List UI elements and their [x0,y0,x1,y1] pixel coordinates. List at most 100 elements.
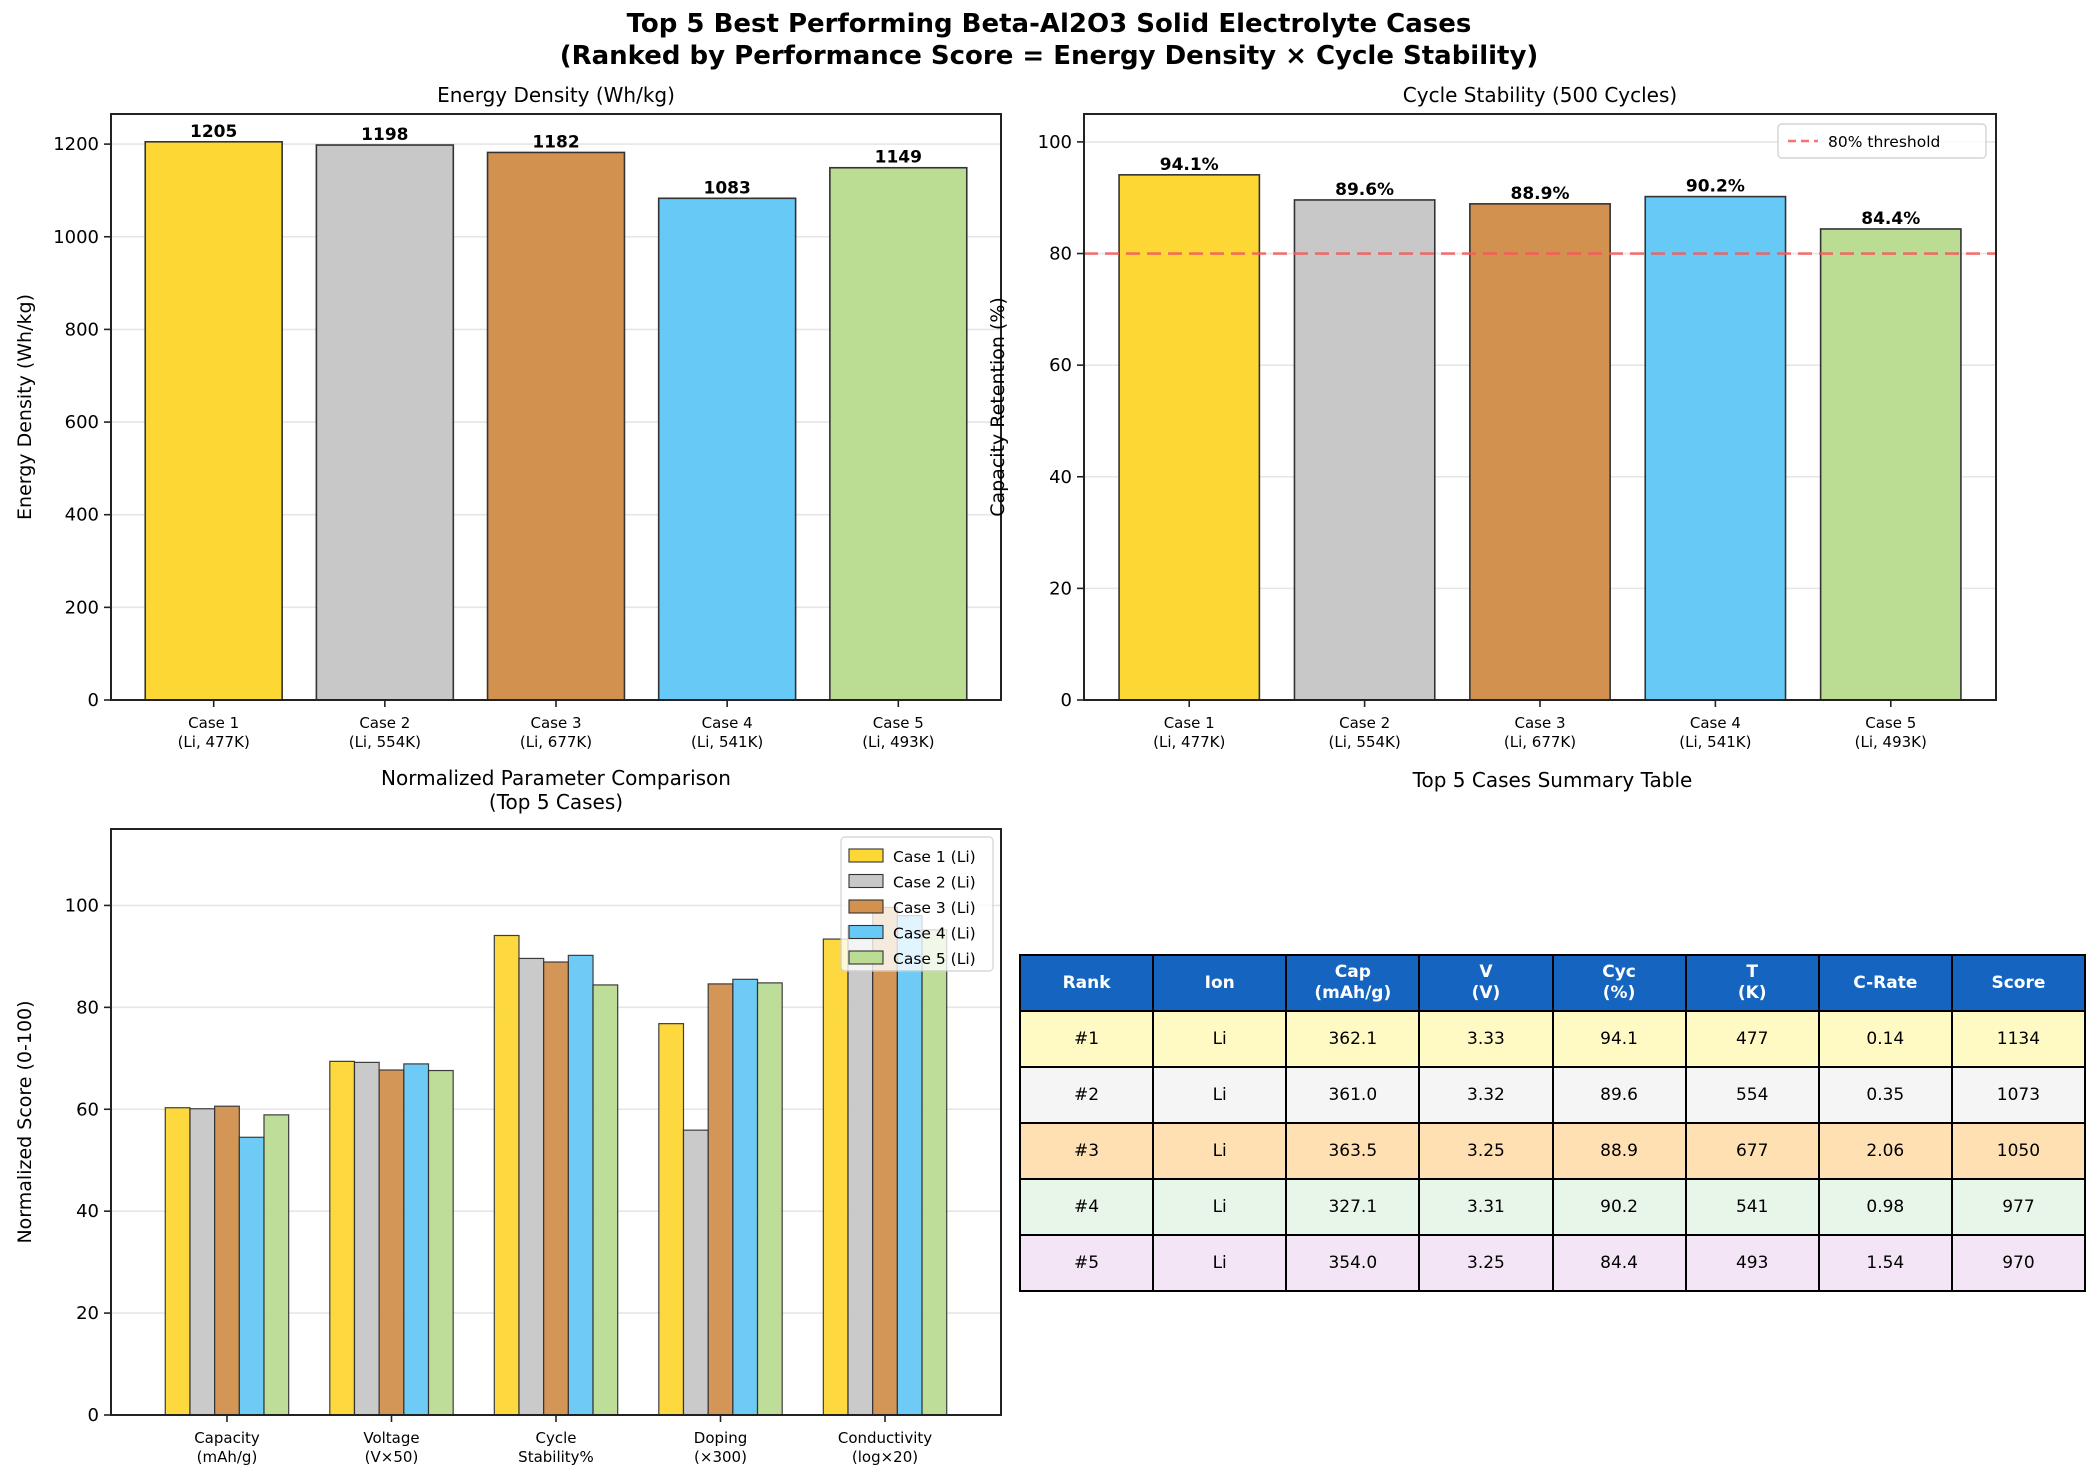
table-header-cell: Cap (mAh/g) [1285,954,1421,1012]
table-cell: 0.35 [1817,1066,1953,1124]
table-row: #3 Li 363.5 3.25 88.9 677 2.06 1050 [1018,1122,2087,1180]
y-tick-label: 600 [65,412,99,433]
x-tick-label: Case 1 (Li, 477K) [178,714,250,751]
y-tick-label: 1200 [53,134,99,155]
axes-frame [110,113,1002,701]
table-cell: 0.98 [1817,1178,1953,1236]
chart-title: Energy Density (Wh/kg) [437,83,675,107]
y-tick-label: 80 [76,997,99,1018]
bar [829,166,968,701]
table-header-row: Rank Ion Cap (mAh/g) V (V) Cyc (%) T (K) C-Rate Sco… [1018,954,2087,1012]
y-tick-label: 80 [1049,244,1072,265]
x-tick-label: Doping (×300) [694,1429,747,1466]
table-cell: 677 [1684,1122,1820,1180]
bar [732,978,759,1416]
y-tick-label: 0 [88,1405,99,1426]
y-axis-label: Energy Density (Wh/kg) [14,294,36,520]
legend-label: Case 4 (Li) [893,925,976,943]
table-cell: #3 [1018,1122,1155,1180]
bar [1118,174,1261,701]
table-cell: Li [1152,1010,1288,1068]
figure-title-line1: Top 5 Best Performing Beta-Al2O3 Solid E… [626,9,1472,39]
summary-table: Rank Ion Cap (mAh/g) V (V) Cyc (%) T (K) C-Rate Sco… [1018,954,2087,1292]
table-cell: 2.06 [1817,1122,1953,1180]
bar [567,954,594,1416]
table-cell: Li [1152,1066,1288,1124]
legend-label: 80% threshold [1828,133,1940,151]
figure-title-line2: (Ranked by Performance Score = Energy De… [559,41,1539,71]
y-tick-label: 1000 [53,227,99,248]
bar [658,1023,685,1416]
table-header-cell: Cyc (%) [1551,954,1687,1012]
x-tick-label: Case 1 (Li, 477K) [1153,714,1225,751]
x-tick-label: Case 4 (Li, 541K) [691,714,763,751]
cycle-stability-chart: 0 20 40 60 80 100 Cycle Stability (500 Cycles)… [987,83,1997,751]
x-tick-label: Case 4 (Li, 541K) [1679,714,1751,751]
table-title: Top 5 Cases Summary Table [1412,768,1693,792]
table-cell: 84.4 [1551,1234,1687,1292]
bar [378,1069,405,1416]
bar [315,144,455,701]
bar [921,929,948,1416]
table-cell: 94.1 [1551,1010,1687,1068]
table-cell: 1.54 [1817,1234,1953,1292]
data-label: 1083 [703,178,750,198]
bar [144,140,283,701]
chart-title: Cycle Stability (500 Cycles) [1403,83,1677,107]
table-cell: 1073 [1950,1066,2087,1124]
data-label: 90.2% [1686,177,1745,197]
legend-swatch [848,848,884,863]
x-tick-label: Cycle Stability% [518,1429,594,1466]
data-label: 89.6% [1335,180,1394,200]
legend-swatch [848,950,884,965]
legend-label: Case 2 (Li) [893,874,976,892]
energy-density-chart: 0 200 400 600 800 1000 1200 Energy Density (Wh/… [14,83,1002,751]
table-header-cell: Score [1950,954,2087,1012]
table-cell: 90.2 [1551,1178,1687,1236]
x-tick-label: Case 2 (Li, 554K) [1328,714,1400,751]
table-cell: 3.25 [1418,1122,1554,1180]
data-label: 1182 [532,132,579,152]
data-label: 84.4% [1861,209,1920,229]
table-row: #4 Li 327.1 3.31 90.2 541 0.98 977 [1018,1178,2087,1236]
y-tick-label: 200 [65,597,99,618]
y-tick-label: 0 [1061,690,1072,711]
table-header-cell: T (K) [1684,954,1820,1012]
table-cell: 88.9 [1551,1122,1687,1180]
x-tick-label: Capacity (mAh/g) [194,1429,260,1466]
x-tick-label: Case 5 (Li, 493K) [1855,714,1927,751]
table-cell: 554 [1684,1066,1820,1124]
table-cell: Li [1152,1122,1288,1180]
table-cell: 327.1 [1285,1178,1421,1236]
table-row: #2 Li 361.0 3.32 89.6 554 0.35 1073 [1018,1066,2087,1124]
bar [1819,228,1962,701]
x-tick-label: Voltage (V×50) [363,1429,419,1466]
legend-label: Case 1 (Li) [893,848,976,866]
table-cell: 977 [1950,1178,2087,1236]
table-cell: 3.31 [1418,1178,1554,1236]
bar [822,938,849,1416]
bar [353,1061,380,1416]
y-tick-label: 60 [76,1099,99,1120]
table-header-cell: C-Rate [1817,954,1953,1012]
table-cell: #1 [1018,1010,1155,1068]
table-cell: 1050 [1950,1122,2087,1180]
data-label: 94.1% [1160,155,1219,175]
table-cell: 363.5 [1285,1122,1421,1180]
y-tick-label: 100 [65,895,99,916]
y-axis-label: Capacity Retention (%) [987,297,1009,517]
y-tick-label: 60 [1049,355,1072,376]
x-tick-label: Conductivity (log×20) [838,1429,932,1466]
legend-label: Case 5 (Li) [893,950,976,968]
table-cell: 3.25 [1418,1234,1554,1292]
axes-frame [1083,113,1997,701]
data-label: 1198 [361,125,408,145]
legend: 80% threshold [1777,123,1987,159]
x-tick-label: Case 3 (Li, 677K) [520,714,592,751]
x-tick-label: Case 2 (Li, 554K) [349,714,421,751]
bar [1644,195,1787,701]
chart-title: Normalized Parameter Comparison (Top 5 Ca… [381,766,731,814]
bar [657,197,797,701]
table-cell: Li [1152,1178,1288,1236]
